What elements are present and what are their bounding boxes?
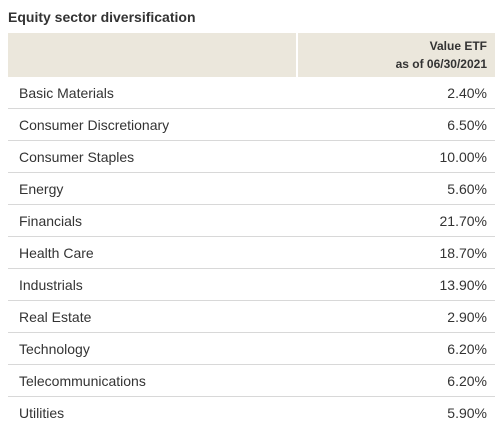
table-row: Industrials 13.90%: [8, 268, 495, 301]
table-row: Telecommunications 6.20%: [8, 364, 495, 397]
sector-weight: 2.90%: [297, 300, 495, 333]
table-body: Basic Materials 2.40% Consumer Discretio…: [8, 77, 495, 428]
table-row: Health Care 18.70%: [8, 236, 495, 269]
sector-weight: 13.90%: [297, 268, 495, 301]
sector-name: Energy: [8, 172, 297, 205]
table-row: Consumer Staples 10.00%: [8, 140, 495, 173]
table-row: Real Estate 2.90%: [8, 300, 495, 333]
table-row: Utilities 5.90%: [8, 397, 495, 429]
sector-name: Telecommunications: [8, 364, 297, 397]
sector-name: Real Estate: [8, 300, 297, 333]
sector-weight: 21.70%: [297, 204, 495, 237]
sector-weight: 6.20%: [297, 332, 495, 365]
sector-name: Industrials: [8, 268, 297, 301]
section-title: Equity sector diversification: [8, 9, 196, 25]
sector-name: Technology: [8, 332, 297, 365]
sector-table: Value ETF as of 06/30/2021 Basic Materia…: [8, 33, 495, 428]
sector-name: Utilities: [19, 404, 65, 421]
header-value-etf: Value ETF as of 06/30/2021: [297, 33, 495, 77]
sector-name: Health Care: [8, 236, 297, 269]
sector-weight: 10.00%: [297, 140, 495, 173]
sector-weight: 18.70%: [297, 236, 495, 269]
header-as-of-date: as of 06/30/2021: [395, 57, 487, 71]
table-row: Technology 6.20%: [8, 332, 495, 365]
sector-name: Financials: [8, 204, 297, 237]
sector-name: Consumer Discretionary: [8, 108, 297, 141]
table-row: Consumer Discretionary 6.50%: [8, 108, 495, 141]
table-row: Financials 21.70%: [8, 204, 495, 237]
header-sector: [8, 33, 298, 77]
header-fund-name: Value ETF: [429, 39, 487, 53]
sector-weight: 6.50%: [297, 108, 495, 141]
table-row: Basic Materials 2.40%: [8, 77, 495, 109]
sector-weight: 5.90%: [447, 404, 487, 421]
table-row: Energy 5.60%: [8, 172, 495, 205]
sector-weight: 5.60%: [297, 172, 495, 205]
sector-weight: 2.40%: [297, 77, 495, 109]
sector-name: Basic Materials: [8, 77, 297, 109]
sector-weight: 6.20%: [297, 364, 495, 397]
sector-name: Consumer Staples: [8, 140, 297, 173]
table-header: Value ETF as of 06/30/2021: [8, 33, 495, 77]
